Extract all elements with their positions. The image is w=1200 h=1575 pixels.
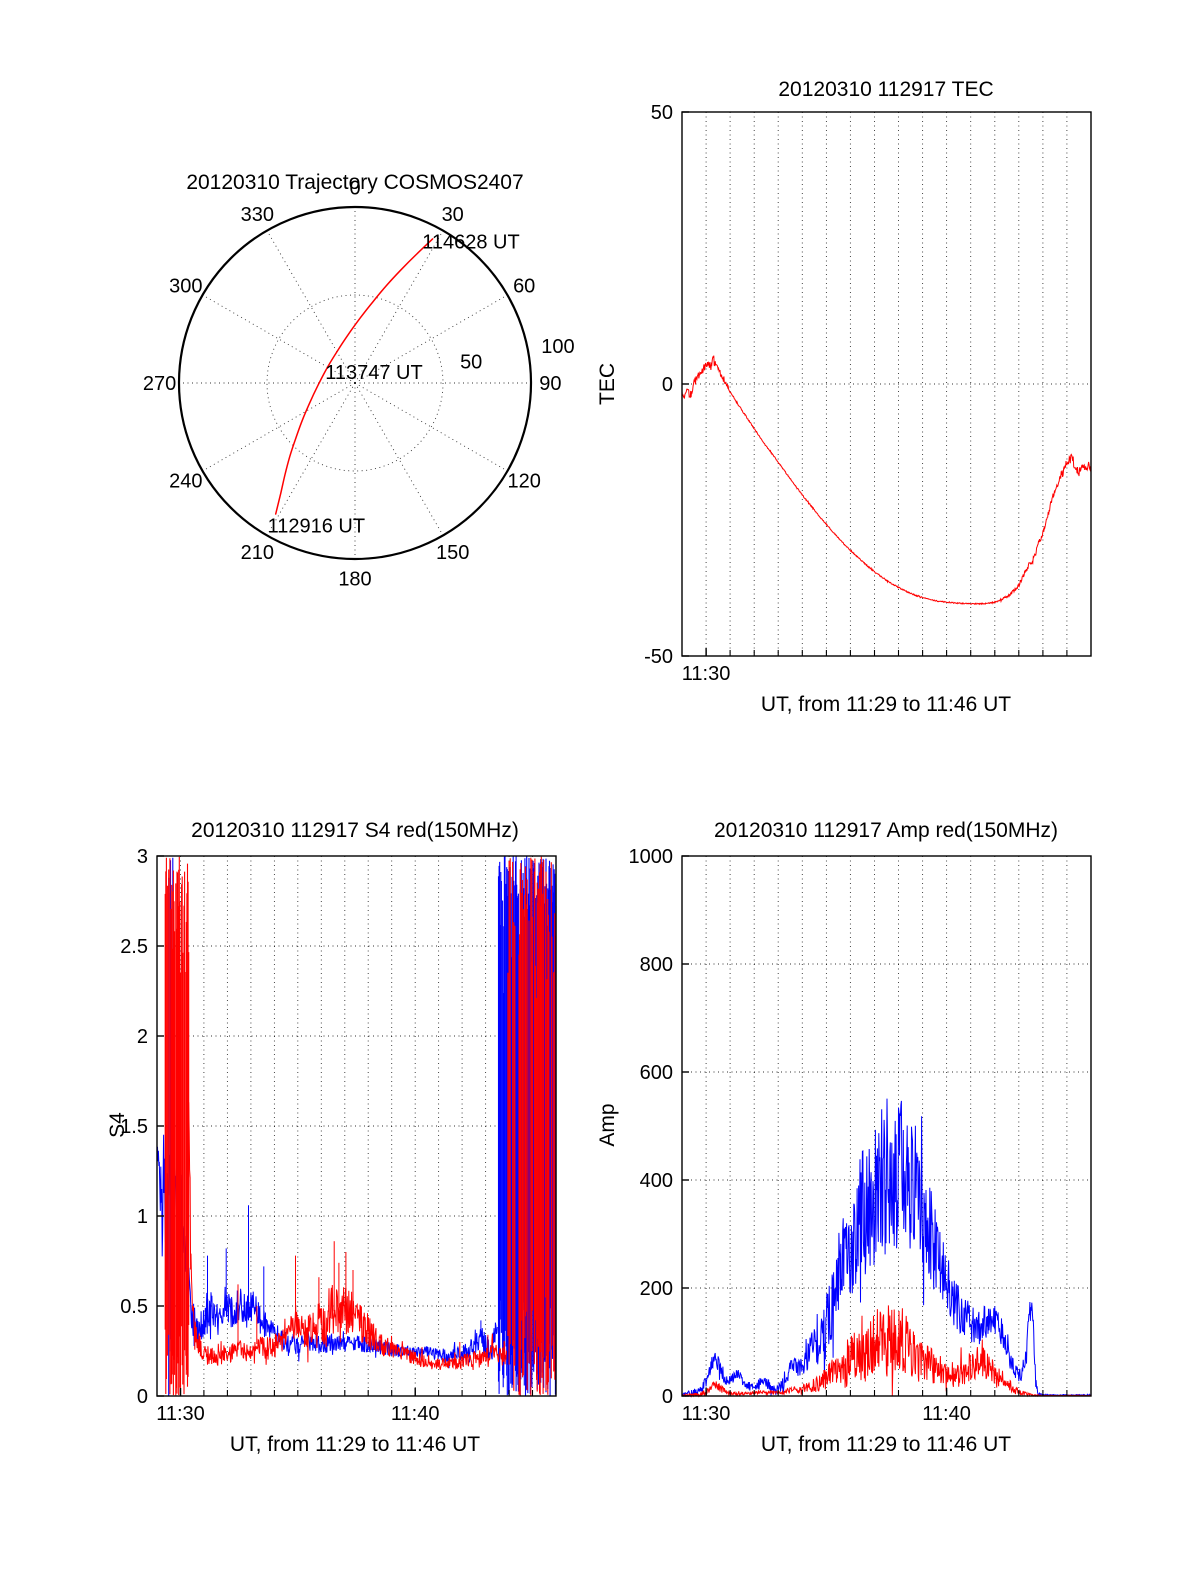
svg-text:90: 90 xyxy=(539,373,561,395)
svg-text:11:40: 11:40 xyxy=(922,1403,971,1425)
svg-text:150: 150 xyxy=(436,542,469,564)
svg-text:11:30: 11:30 xyxy=(682,663,731,685)
svg-text:100: 100 xyxy=(541,336,574,358)
amp-y-axis-label: Amp xyxy=(596,1103,619,1147)
svg-text:120: 120 xyxy=(508,471,541,493)
tec-y-axis-label: TEC xyxy=(596,363,619,405)
svg-text:50: 50 xyxy=(460,352,482,374)
svg-text:200: 200 xyxy=(640,1278,673,1300)
svg-text:11:30: 11:30 xyxy=(156,1403,205,1425)
svg-text:270: 270 xyxy=(143,373,176,395)
svg-text:400: 400 xyxy=(640,1170,673,1192)
svg-text:0: 0 xyxy=(137,1386,148,1408)
amp-plot-title: 20120310 112917 Amp red(150MHz) xyxy=(713,819,1058,842)
s4-x-axis-label: UT, from 11:29 to 11:46 UT xyxy=(229,1433,481,1456)
s4-plot-title: 20120310 112917 S4 red(150MHz) xyxy=(191,819,519,842)
svg-text:112916 UT: 112916 UT xyxy=(268,516,365,538)
svg-text:0: 0 xyxy=(662,1386,673,1408)
tec-x-axis-label: UT, from 11:29 to 11:46 UT xyxy=(760,693,1012,716)
svg-text:2.5: 2.5 xyxy=(120,936,148,958)
amp-x-axis-label: UT, from 11:29 to 11:46 UT xyxy=(760,1433,1012,1456)
s4-plot: 0 0.5 1 1.5 2 2.5 3 11:30 11:40 xyxy=(120,846,557,1425)
trajectory-polar-plot: 0 30 60 90 120 150 180 210 240 270 300 330 50 100 1146… xyxy=(143,178,575,591)
svg-text:210: 210 xyxy=(241,542,274,564)
svg-text:0: 0 xyxy=(662,374,673,396)
svg-text:600: 600 xyxy=(640,1062,673,1084)
svg-text:0: 0 xyxy=(349,178,360,200)
trajectory-plot-title: 20120310 Trajectory COSMOS2407 xyxy=(186,171,524,194)
svg-text:330: 330 xyxy=(241,204,274,226)
svg-text:300: 300 xyxy=(169,275,202,297)
svg-text:1: 1 xyxy=(137,1206,148,1228)
amp-plot: 0 200 400 600 800 1000 11:30 11:40 xyxy=(629,846,1092,1425)
svg-text:800: 800 xyxy=(640,954,673,976)
svg-text:1000: 1000 xyxy=(629,846,674,868)
svg-text:113747 UT: 113747 UT xyxy=(325,362,422,384)
tec-plot: -50 0 50 11:30 xyxy=(644,102,1092,685)
svg-text:114628 UT: 114628 UT xyxy=(422,232,519,254)
svg-text:30: 30 xyxy=(442,204,464,226)
svg-text:11:40: 11:40 xyxy=(391,1403,440,1425)
svg-text:11:30: 11:30 xyxy=(682,1403,731,1425)
svg-text:1.5: 1.5 xyxy=(120,1116,148,1138)
svg-text:3: 3 xyxy=(137,846,148,868)
svg-text:2: 2 xyxy=(137,1026,148,1048)
svg-text:60: 60 xyxy=(513,275,535,297)
svg-text:180: 180 xyxy=(338,568,371,590)
s4-y-axis-label: S4 xyxy=(106,1112,129,1138)
svg-text:0.5: 0.5 xyxy=(120,1296,148,1318)
svg-text:240: 240 xyxy=(169,471,202,493)
svg-text:-50: -50 xyxy=(644,646,673,668)
tec-plot-title: 20120310 112917 TEC xyxy=(778,78,994,101)
svg-text:50: 50 xyxy=(651,102,673,124)
